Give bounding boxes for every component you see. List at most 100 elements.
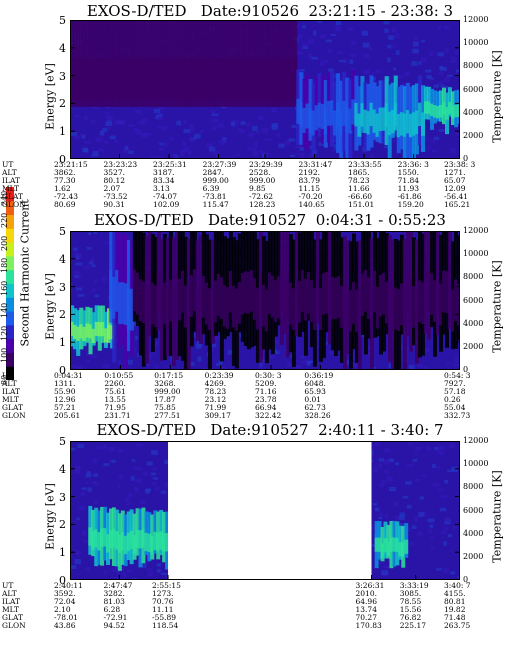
orbit-value: 1865. (348, 168, 370, 177)
spectrogram-pixel (414, 446, 421, 451)
orbit-value: -72.62 (249, 192, 274, 201)
orbit-value: 19.82 (444, 605, 466, 614)
spectrogram-pixel (155, 486, 159, 491)
spectrogram-pixel (369, 459, 374, 462)
y-tick-label: 1 (59, 125, 66, 139)
spectrogram-pixel (258, 366, 263, 370)
orbit-row-label: ILAT (2, 387, 20, 396)
orbit-row-label: ALT (2, 168, 17, 177)
spectrogram-pixel (269, 355, 276, 359)
spectrogram-pixel (444, 516, 451, 522)
spectrogram-pixel (150, 472, 156, 476)
spectrogram-pixel (78, 505, 85, 510)
spectrogram-pixel (327, 49, 333, 54)
orbit-value: 1311. (54, 379, 76, 388)
spectrogram-pixel (219, 139, 226, 145)
spectrogram-pixel (92, 481, 97, 484)
spectrogram-pixel (120, 567, 125, 572)
spectrogram-pixel (151, 482, 157, 486)
spectrogram-pixel (383, 21, 390, 25)
spectrogram-pixel (254, 141, 259, 147)
spectrogram-pixel (406, 464, 414, 467)
orbit-value: 0:17:15 (154, 371, 184, 380)
spectrogram-pixel (76, 552, 81, 555)
spectrogram-pixel (261, 128, 268, 133)
y2-tick-label: 6000 (463, 505, 484, 515)
y2-tick-label: 0 (463, 154, 469, 163)
orbit-value: 9.85 (249, 184, 266, 193)
orbit-value: -78.01 (54, 613, 79, 622)
spectrogram-pixel (405, 481, 412, 485)
spectrogram-pixel (222, 137, 227, 143)
spectrogram-pixel (213, 150, 220, 155)
orbit-value: 65.93 (304, 387, 326, 396)
colorbar-tick: 100 (0, 347, 9, 364)
orbit-value: -55.89 (152, 613, 177, 622)
spectrogram-pixel (379, 483, 384, 488)
spectrogram-pixel (152, 477, 159, 480)
spectrogram-pixel (451, 56, 455, 60)
spectrogram-pixel (427, 77, 434, 80)
spectrogram-pixel (211, 109, 215, 115)
spectrogram-pixel (143, 471, 148, 477)
spectrogram-pixel (90, 258, 95, 263)
spectrogram-pixel (328, 351, 334, 355)
y-tick-label: 5 (59, 14, 66, 27)
plot-frame (70, 441, 460, 580)
colorbar-tick: 200 (0, 235, 9, 251)
spectrogram-pixel (443, 568, 450, 574)
spectrogram-pixel (105, 111, 109, 115)
orbit-value: 23:29:39 (249, 160, 283, 169)
spectrogram-pixel (98, 148, 105, 152)
spectrogram-pixel (455, 69, 460, 73)
orbit-value: 6048. (304, 379, 326, 388)
spectrogram-pixel (421, 474, 427, 477)
spectrogram-pixel (392, 67, 397, 71)
spectrogram-pixel (150, 156, 157, 159)
orbit-value: 71.99 (204, 403, 227, 412)
spectrogram-pixel (91, 288, 97, 292)
spectrogram-pixel (417, 531, 423, 536)
orbit-value: 0.26 (444, 395, 461, 404)
spectrogram-pixel (350, 40, 357, 45)
orbit-value: 0.01 (304, 395, 322, 404)
spectrogram-pixel (457, 232, 460, 238)
spectrogram-pixel (94, 294, 100, 298)
spectrogram-pixel (139, 500, 146, 505)
spectrogram-pixel (237, 128, 242, 132)
spectrogram-pixel (384, 565, 391, 569)
spectrogram-pixel (237, 332, 243, 337)
spectrogram-pixel (386, 476, 393, 482)
spectrogram-pixel (180, 152, 185, 157)
spectrogram-pixel (418, 512, 425, 517)
spectrogram-pixel (271, 125, 278, 131)
spectrogram-pixel (335, 25, 341, 30)
spectrogram-pixel (147, 133, 152, 136)
spectrogram-pixel (308, 153, 315, 158)
spectrogram-pixel (414, 452, 418, 455)
spectrogram-pixel (276, 133, 280, 137)
orbit-value: 80.12 (103, 176, 125, 185)
spectrogram-pixel (216, 362, 222, 367)
spectrogram-pixel (164, 483, 169, 488)
spectrogram-pixel (454, 357, 459, 363)
spectrogram-pixel (114, 119, 119, 125)
panel-3-spectrogram (70, 441, 460, 580)
spectrogram-pixel (145, 488, 151, 492)
y2-tick-label: 0 (463, 575, 469, 584)
spectrogram-pixel (394, 501, 398, 507)
spectrogram-pixel (130, 476, 135, 481)
spectrogram-pixel (368, 46, 373, 51)
spectrogram-pixel (258, 115, 264, 120)
spectrogram-pixel (147, 572, 153, 577)
orbit-value: 0:10:55 (104, 371, 134, 380)
y-tick-label: 2 (59, 97, 66, 111)
orbit-value: 64.96 (355, 597, 377, 606)
y-tick-label: 3 (59, 69, 66, 83)
spectrogram-pixel (143, 552, 151, 558)
spectrogram-pixel (124, 499, 130, 502)
y2-tick-label: 8000 (463, 61, 484, 71)
orbit-value: -66.60 (348, 192, 373, 201)
spectrogram-pixel (374, 441, 381, 447)
y-tick-label: 0 (59, 574, 66, 587)
